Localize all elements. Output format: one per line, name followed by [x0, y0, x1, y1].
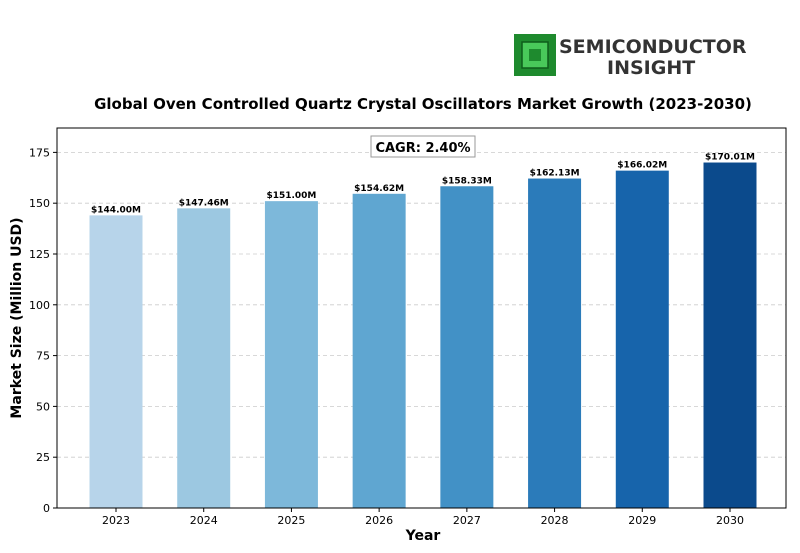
- x-tick-label: 2025: [277, 514, 305, 527]
- x-tick-label: 2027: [453, 514, 481, 527]
- data-label: $144.00M: [91, 205, 141, 215]
- bars: [89, 162, 757, 508]
- cagr-text: CAGR: 2.40%: [375, 141, 470, 156]
- y-tick-label: 75: [36, 350, 50, 363]
- bar-2026: [352, 193, 406, 508]
- data-label: $151.00M: [266, 191, 316, 201]
- x-tick-label: 2026: [365, 514, 393, 527]
- chart-title: Global Oven Controlled Quartz Crystal Os…: [94, 95, 752, 113]
- x-tick-label: 2028: [541, 514, 569, 527]
- y-tick-label: 125: [29, 248, 50, 261]
- bar-2027: [440, 186, 494, 508]
- data-label: $166.02M: [617, 161, 667, 171]
- grid: [57, 151, 786, 458]
- plot-frame: [56, 127, 787, 509]
- bar-2023: [89, 215, 143, 508]
- x-tick-label: 2024: [190, 514, 218, 527]
- bar-2028: [528, 178, 582, 508]
- x-tick-label: 2029: [628, 514, 656, 527]
- bar-2025: [264, 201, 318, 508]
- bar-2029: [615, 170, 669, 508]
- y-tick-label: 175: [29, 146, 50, 159]
- data-label: $162.13M: [530, 169, 580, 179]
- data-label: $158.33M: [442, 176, 492, 186]
- data-label: $170.01M: [705, 153, 755, 163]
- data-label: $147.46M: [179, 198, 229, 208]
- bar-2024: [177, 208, 231, 508]
- logo: SEMICONDUCTOR INSIGHT: [514, 34, 747, 79]
- cagr-annotation: CAGR: 2.40%: [370, 135, 476, 158]
- cagr-box: [370, 135, 476, 158]
- y-tick-label: 150: [29, 197, 50, 210]
- y-tick-label: 25: [36, 451, 50, 464]
- data-label: $154.62M: [354, 184, 404, 194]
- y-tick-label: 50: [36, 400, 50, 413]
- y-tick-label: 0: [43, 502, 50, 515]
- bar-2030: [703, 162, 757, 508]
- x-axis-label: Year: [405, 528, 441, 544]
- x-tick-label: 2030: [716, 514, 744, 527]
- x-tick-label: 2023: [102, 514, 130, 527]
- data-labels: $144.00M $147.46M $151.00M $154.62M $158.33M…: [91, 153, 755, 216]
- ticks: 0 25 50 75 100 125 150 175 2023 2024 2025 2026 2027 2…: [29, 146, 744, 527]
- y-axis-label: Market Size (Million USD): [9, 217, 25, 418]
- y-tick-label: 100: [29, 299, 50, 312]
- logo-line1: SEMICONDUCTOR: [559, 36, 747, 58]
- logo-line2: INSIGHT: [607, 57, 695, 79]
- chip-center: [529, 49, 541, 61]
